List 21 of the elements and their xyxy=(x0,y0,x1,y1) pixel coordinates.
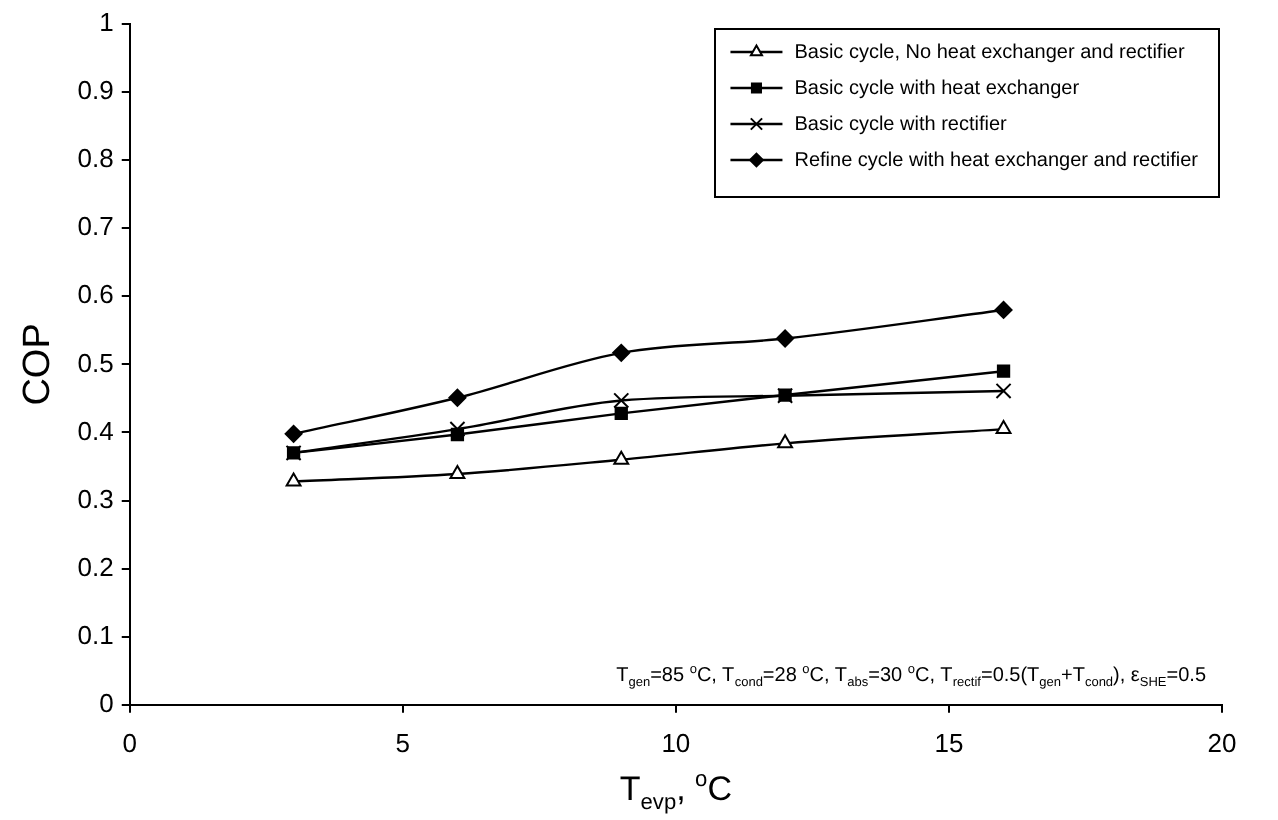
legend-label: Basic cycle with rectifier xyxy=(794,113,1009,136)
y-tick-label: 0.4 xyxy=(77,415,114,446)
y-tick-label: 0.7 xyxy=(77,211,114,242)
x-tick-label: 10 xyxy=(661,727,691,758)
x-tick-label: 15 xyxy=(934,727,964,758)
y-tick-label: 0.8 xyxy=(77,143,114,174)
y-tick-label: 0.2 xyxy=(77,551,114,582)
x-tick-label: 20 xyxy=(1207,727,1237,758)
y-tick-label: 1 xyxy=(99,7,114,38)
y-tick-label: 0 xyxy=(99,687,114,718)
y-tick-label: 0.6 xyxy=(77,279,114,310)
legend-label: Basic cycle with heat exchanger xyxy=(794,77,1081,100)
legend-label: Basic cycle, No heat exchanger and rectifier xyxy=(794,41,1186,64)
y-tick-label: 0.1 xyxy=(77,619,114,650)
x-tick-label: 0 xyxy=(122,727,137,758)
y-tick-label: 0.9 xyxy=(77,75,114,106)
x-tick-label: 5 xyxy=(395,727,411,758)
y-axis-title: COP xyxy=(17,323,60,406)
y-tick-label: 0.3 xyxy=(77,483,114,514)
legend-label: Refine cycle with heat exchanger and rectifier xyxy=(794,149,1200,172)
y-tick-label: 0.5 xyxy=(77,347,114,378)
